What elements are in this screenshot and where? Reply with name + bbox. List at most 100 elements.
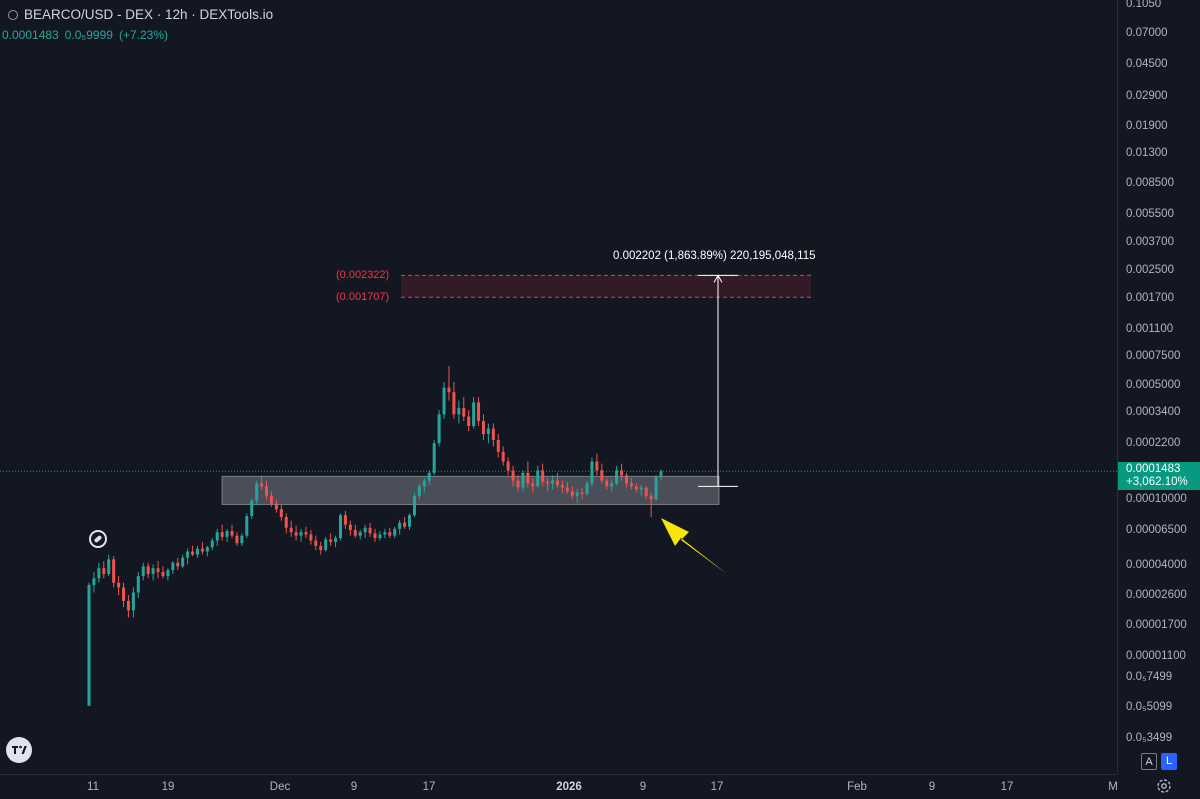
candle-body	[427, 472, 431, 481]
candle-body	[131, 592, 135, 611]
log-scale-button[interactable]: L	[1161, 753, 1177, 770]
price-axis[interactable]: 0.1050 0.07000 0.04500 0.02900 0.01900 0.0130…	[1117, 0, 1200, 774]
candle-body	[644, 487, 648, 496]
candle	[279, 503, 283, 521]
candle	[600, 463, 604, 484]
candle	[462, 397, 466, 422]
candle	[309, 529, 313, 545]
candle	[304, 526, 308, 539]
candle-body	[92, 578, 96, 586]
candle	[452, 381, 456, 419]
candle	[269, 491, 273, 507]
candle	[496, 434, 500, 458]
candle	[176, 557, 180, 571]
candle	[526, 461, 530, 488]
candle	[417, 483, 421, 500]
price-tick: 0.07000	[1126, 26, 1168, 39]
measure-arrowhead	[713, 274, 723, 283]
candle-body	[373, 533, 377, 539]
measure-label: 0.002202 (1,863.89%) 220,195,048,115	[613, 250, 816, 262]
price-tick: 0.0₅7499	[1126, 670, 1173, 683]
time-tick: 19	[161, 781, 175, 793]
candle	[255, 480, 259, 506]
gear-icon[interactable]	[1155, 777, 1173, 795]
candle	[353, 524, 357, 539]
candle-body	[575, 492, 579, 496]
pill-icon[interactable]	[89, 530, 107, 548]
candle	[274, 500, 278, 513]
candle-body	[639, 487, 643, 490]
candle-body	[191, 551, 195, 555]
candle-body	[126, 600, 130, 611]
symbol-title: BEARCO/USD - DEX · 12h · DEXTools.io	[8, 7, 273, 22]
candle	[501, 446, 505, 466]
candle-body	[516, 480, 520, 488]
candle-body	[225, 531, 229, 537]
price-tick: 0.001100	[1126, 322, 1174, 335]
candle	[210, 538, 214, 551]
candle-body	[649, 495, 653, 500]
auto-scale-button[interactable]: A	[1141, 753, 1157, 770]
time-tick: 2026	[556, 781, 582, 793]
candle	[624, 472, 628, 488]
price-tick: 0.00001700	[1126, 619, 1187, 632]
candle	[610, 479, 614, 492]
candle-body	[338, 515, 342, 539]
price-tick: 0.1050	[1126, 0, 1162, 10]
candle-body	[250, 500, 254, 517]
tradingview-logo[interactable]	[6, 737, 32, 763]
candle-body	[496, 439, 500, 452]
candle-body	[659, 471, 663, 477]
candle-body	[624, 475, 628, 484]
token-icon	[8, 9, 18, 20]
candle	[575, 489, 579, 503]
candle-body	[610, 483, 614, 487]
price-tick: 0.0₅5099	[1126, 701, 1173, 714]
candle	[580, 487, 584, 500]
chart-area[interactable]: BEARCO/USD - DEX · 12h · DEXTools.io 0.0…	[0, 0, 1117, 774]
candle	[126, 595, 130, 618]
candle	[521, 470, 525, 492]
yellow-arrow	[661, 518, 727, 574]
candle-body	[97, 568, 101, 579]
candle-body	[368, 527, 372, 534]
price-tick: 0.00010000	[1126, 493, 1187, 506]
candle-body	[442, 387, 446, 415]
candle	[200, 541, 204, 555]
candle-body	[146, 566, 150, 575]
candle	[220, 524, 224, 541]
price-tick: 0.02900	[1126, 89, 1168, 102]
time-axis[interactable]: 11 19 Dec 9 17 2026 9 17 Feb 9 17 M	[0, 774, 1118, 799]
candle	[195, 545, 199, 558]
price-tick: 0.00001100	[1126, 650, 1186, 663]
candle-body	[166, 570, 170, 577]
candle-body	[107, 559, 111, 575]
candle-body	[329, 539, 333, 542]
candle-body	[186, 551, 190, 558]
candle-body	[156, 568, 160, 573]
candle-body	[274, 503, 278, 510]
candle	[265, 480, 269, 500]
candle	[388, 527, 392, 539]
candle-body	[634, 486, 638, 490]
candle	[644, 486, 648, 500]
candle	[240, 533, 244, 546]
candle	[634, 483, 638, 493]
candle	[590, 457, 594, 487]
candle	[245, 513, 249, 539]
candle-body	[363, 527, 367, 533]
candle-body	[205, 547, 209, 552]
candle	[629, 477, 633, 490]
time-tick: 9	[928, 781, 936, 793]
price-chart[interactable]	[0, 0, 1117, 774]
candle-body	[112, 559, 116, 583]
time-tick: 11	[87, 781, 99, 793]
candle	[442, 381, 446, 419]
candle	[403, 516, 407, 529]
candle	[506, 457, 510, 476]
candle-body	[570, 491, 574, 496]
candle	[565, 481, 569, 494]
candle	[477, 397, 481, 426]
candle-body	[319, 545, 323, 551]
candle	[659, 469, 663, 481]
